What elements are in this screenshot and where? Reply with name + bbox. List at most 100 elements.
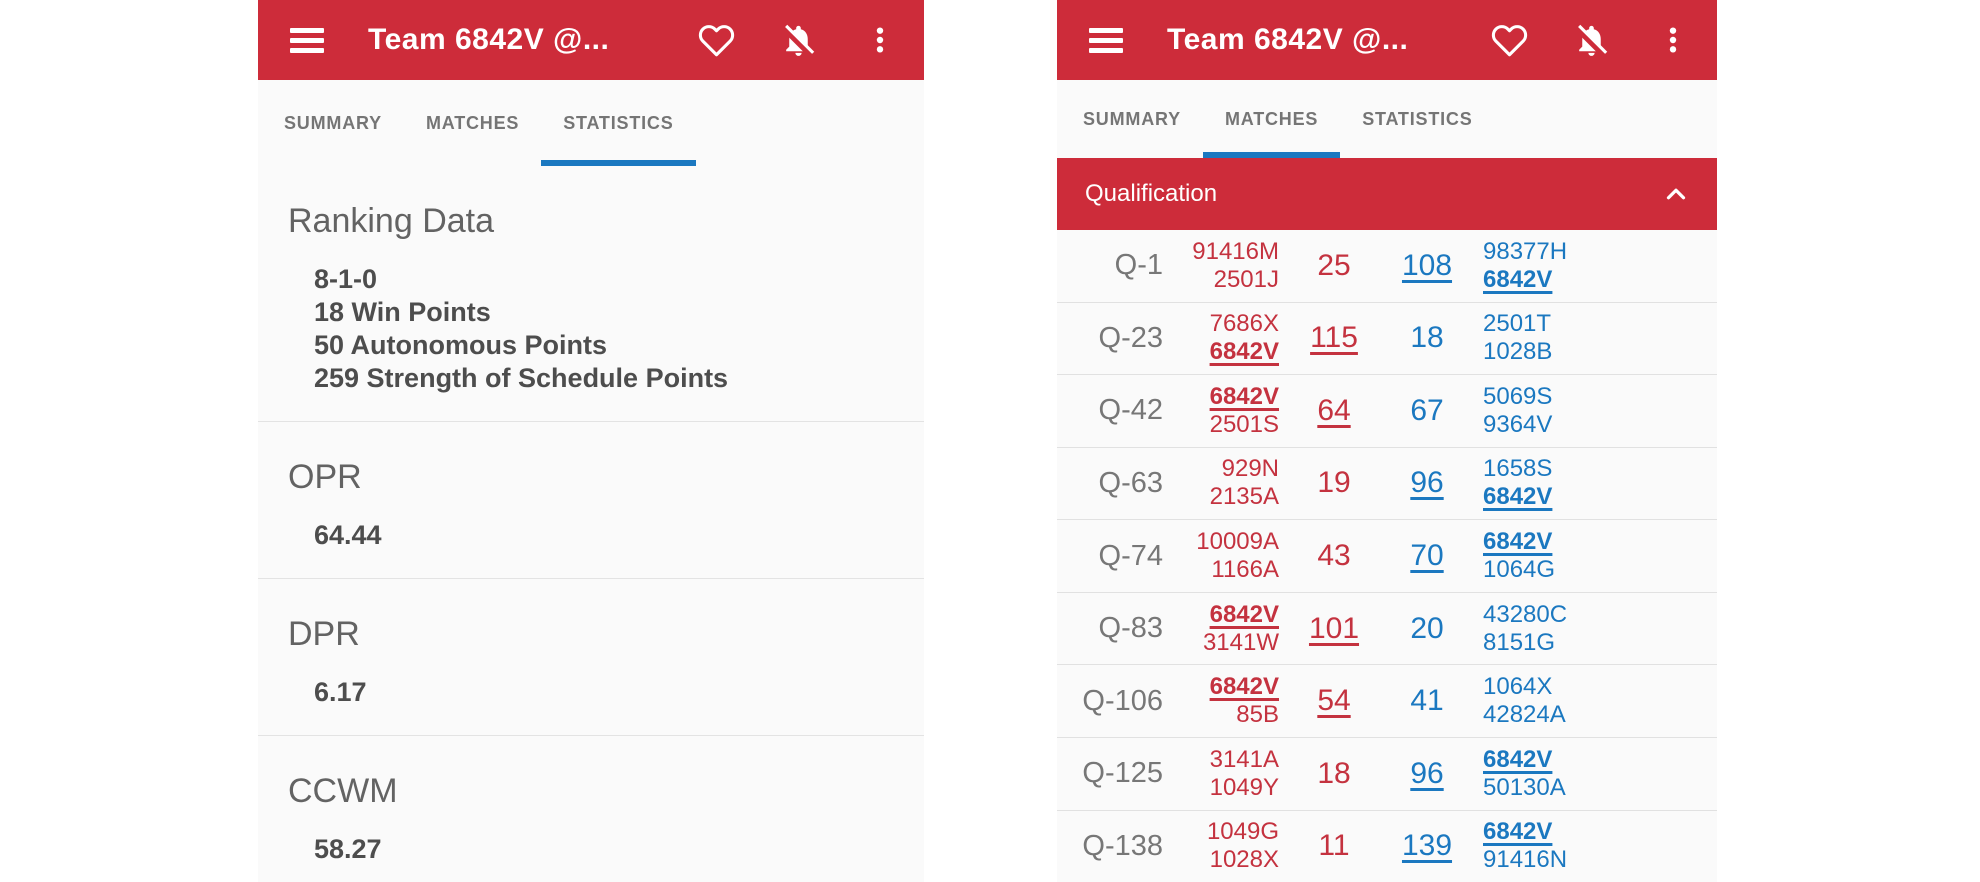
- notifications-off-bell-icon[interactable]: [1571, 20, 1611, 60]
- blue-team-2-highlighted: 6842V: [1483, 265, 1553, 293]
- match-row-q83[interactable]: Q-83 6842V 3141W 101 20 43280C 8151G: [1057, 593, 1717, 666]
- section-title: OPR: [288, 458, 362, 496]
- ranking-data-section: Ranking Data 8-1-0 18 Win Points 50 Auto…: [258, 166, 924, 422]
- match-label: Q-106: [1082, 684, 1163, 717]
- notifications-off-bell-icon[interactable]: [778, 20, 818, 60]
- red-team-1-highlighted: 6842V: [1209, 382, 1279, 410]
- app-bar-title: Team 6842V @...: [1167, 23, 1409, 56]
- tab-summary[interactable]: SUMMARY: [1061, 80, 1203, 158]
- blue-score: 41: [1410, 684, 1444, 718]
- blue-score: 70: [1410, 539, 1444, 573]
- blue-team-1: 2501T: [1483, 310, 1552, 338]
- red-team-1: 91416M: [1192, 237, 1279, 265]
- app-bar: Team 6842V @...: [258, 0, 924, 80]
- blue-team-2: 42824A: [1483, 701, 1566, 729]
- tab-matches-label: MATCHES: [1224, 108, 1319, 129]
- tab-matches[interactable]: MATCHES: [1202, 80, 1341, 158]
- matches-screen-panel: Team 6842V @... SUMMA: [1057, 0, 1717, 882]
- statistics-screen-panel: Team 6842V @... SUMMA: [258, 0, 924, 882]
- blue-team-2: 9364V: [1483, 410, 1553, 438]
- tab-bar: SUMMARY MATCHES STATISTICS: [1057, 80, 1717, 158]
- tab-statistics[interactable]: STATISTICS: [541, 80, 696, 166]
- red-score: 54: [1317, 684, 1351, 718]
- tab-statistics-label: STATISTICS: [563, 112, 674, 133]
- match-label: Q-138: [1082, 829, 1163, 862]
- app-bar: Team 6842V @...: [1057, 0, 1717, 80]
- section-title: DPR: [288, 615, 360, 653]
- red-team-2: 2135A: [1209, 483, 1279, 511]
- match-row-q138[interactable]: Q-138 1049G 1028X 11 139 6842V 91416N: [1057, 811, 1717, 882]
- ccwm-value: 58.27: [314, 834, 382, 864]
- strength-of-schedule-points: 259 Strength of Schedule Points: [314, 363, 729, 393]
- tab-summary[interactable]: SUMMARY: [262, 80, 404, 166]
- tab-statistics[interactable]: STATISTICS: [1340, 80, 1494, 158]
- qualification-group-header[interactable]: Qualification: [1057, 158, 1717, 230]
- blue-team-2: 8151G: [1483, 628, 1556, 656]
- red-team-1-highlighted: 6842V: [1209, 600, 1279, 628]
- blue-score: 96: [1410, 756, 1444, 790]
- autonomous-points: 50 Autonomous Points: [314, 330, 608, 360]
- kebab-overflow-menu-icon[interactable]: [1653, 20, 1693, 60]
- red-team-2-highlighted: 6842V: [1209, 338, 1279, 366]
- blue-score: 139: [1401, 829, 1453, 863]
- tab-bar: SUMMARY MATCHES STATISTICS: [258, 80, 924, 166]
- match-row-q42[interactable]: Q-42 6842V 2501S 64 67 5069S 9364V: [1057, 375, 1717, 448]
- red-team-1: 7686X: [1209, 310, 1279, 338]
- red-score: 19: [1317, 466, 1351, 500]
- match-row-q23[interactable]: Q-23 7686X 6842V 115 18 2501T 1028B: [1057, 303, 1717, 376]
- opr-value: 64.44: [314, 520, 382, 550]
- red-team-1: 10009A: [1196, 528, 1279, 556]
- tab-matches[interactable]: MATCHES: [404, 80, 541, 166]
- blue-score: 20: [1410, 611, 1444, 645]
- red-score: 43: [1317, 539, 1351, 573]
- red-score: 25: [1317, 248, 1351, 282]
- match-row-q125[interactable]: Q-125 3141A 1049Y 18 96 6842V 50130A: [1057, 738, 1717, 811]
- red-score: 18: [1317, 756, 1351, 790]
- match-row-q1[interactable]: Q-1 91416M 2501J 25 108 98377H 6842V: [1057, 230, 1717, 303]
- red-team-2: 3141W: [1202, 628, 1279, 656]
- match-row-q63[interactable]: Q-63 929N 2135A 19 96 1658S 6842V: [1057, 448, 1717, 521]
- red-team-1-highlighted: 6842V: [1209, 673, 1279, 701]
- tab-summary-label: SUMMARY: [1083, 108, 1181, 129]
- red-score: 64: [1317, 393, 1351, 427]
- opr-section: OPR 64.44: [258, 422, 924, 579]
- match-row-q74[interactable]: Q-74 10009A 1166A 43 70 6842V 1064G: [1057, 520, 1717, 593]
- hamburger-menu-icon[interactable]: [1089, 27, 1123, 53]
- match-label: Q-74: [1098, 539, 1163, 572]
- match-row-q106[interactable]: Q-106 6842V 85B 54 41 1064X 42824A: [1057, 665, 1717, 738]
- blue-team-1-highlighted: 6842V: [1483, 745, 1553, 773]
- heart-favorite-icon[interactable]: [696, 20, 736, 60]
- blue-team-1: 98377H: [1483, 237, 1568, 265]
- tab-statistics-label: STATISTICS: [1362, 108, 1473, 129]
- win-loss-tie-record: 8-1-0: [314, 264, 378, 294]
- dpr-section: DPR 6.17: [258, 579, 924, 736]
- red-team-1: 3141A: [1209, 745, 1279, 773]
- red-team-2: 1028X: [1209, 846, 1279, 874]
- section-title: Ranking Data: [288, 202, 495, 240]
- blue-team-1: 43280C: [1483, 600, 1568, 628]
- red-team-2: 1166A: [1211, 556, 1279, 584]
- red-team-2: 85B: [1236, 701, 1279, 729]
- match-label: Q-125: [1082, 757, 1163, 790]
- qualification-group-title: Qualification: [1085, 180, 1218, 207]
- win-points: 18 Win Points: [314, 297, 491, 327]
- tab-matches-label: MATCHES: [425, 112, 520, 133]
- match-label: Q-1: [1114, 249, 1163, 282]
- match-label: Q-83: [1098, 612, 1163, 645]
- hamburger-menu-icon[interactable]: [290, 27, 324, 53]
- blue-score: 67: [1410, 393, 1444, 427]
- blue-team-2: 50130A: [1483, 773, 1566, 801]
- blue-team-1-highlighted: 6842V: [1483, 818, 1553, 846]
- heart-favorite-icon[interactable]: [1489, 20, 1529, 60]
- tab-indicator: [1202, 152, 1341, 158]
- match-list: Q-1 91416M 2501J 25 108 98377H 6842V Q-2…: [1057, 230, 1717, 882]
- blue-team-1: 1064X: [1483, 673, 1553, 701]
- blue-team-2: 1064G: [1483, 556, 1556, 584]
- tab-indicator: [541, 160, 696, 166]
- kebab-overflow-menu-icon[interactable]: [860, 20, 900, 60]
- match-label: Q-23: [1098, 321, 1163, 354]
- red-team-2: 2501S: [1209, 410, 1279, 438]
- blue-score: 108: [1401, 248, 1453, 282]
- blue-team-2: 1028B: [1483, 338, 1553, 366]
- match-label: Q-42: [1098, 394, 1163, 427]
